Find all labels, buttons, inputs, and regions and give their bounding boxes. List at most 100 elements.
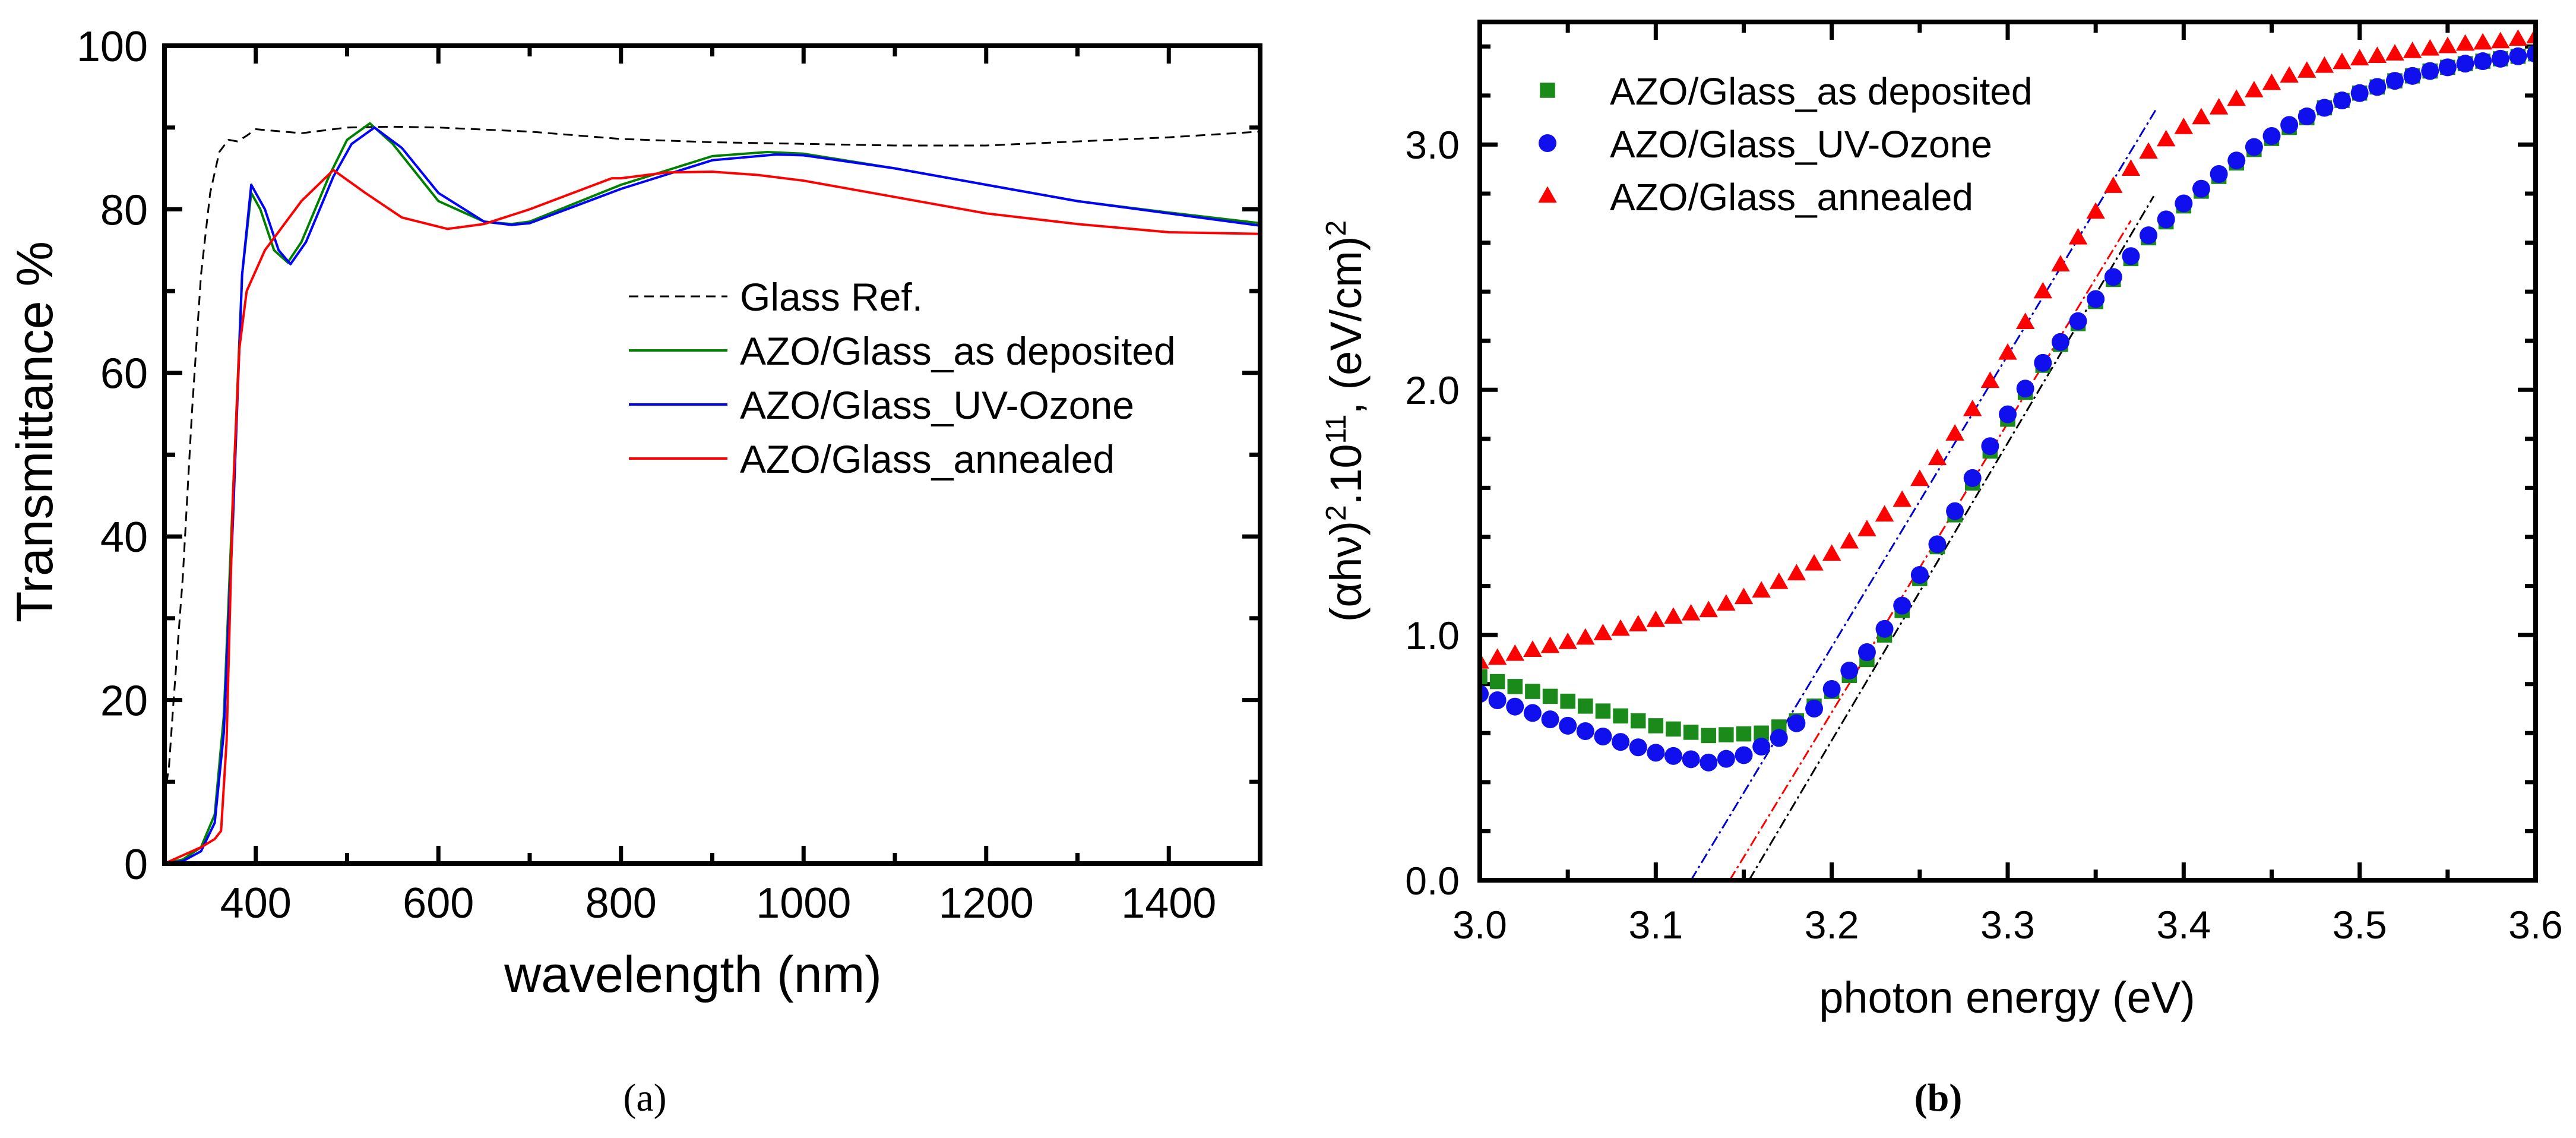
data-point [1787, 564, 1806, 581]
data-point [1980, 371, 2000, 388]
data-point [1770, 572, 1789, 589]
data-point [1559, 716, 1577, 735]
data-point [1875, 619, 1894, 638]
series-group [164, 122, 1260, 864]
y-tick-label: 0 [124, 841, 148, 889]
data-point [2403, 42, 2422, 58]
y-tick-label: 80 [100, 186, 148, 234]
data-point [1578, 698, 1593, 714]
legend-label: Glass Ref. [740, 275, 923, 319]
x-tick-label: 400 [220, 880, 292, 927]
y-tick-label: 40 [100, 514, 148, 561]
data-point [1629, 738, 1647, 757]
data-point [2297, 61, 2316, 78]
data-point [2139, 142, 2158, 159]
data-point [1611, 619, 1630, 636]
data-point [1857, 520, 1876, 536]
data-point [2508, 29, 2528, 46]
data-point [1893, 490, 1912, 507]
data-point [1840, 662, 1859, 680]
y-axis-title-exp3: 2 [1321, 220, 1352, 236]
data-point [1576, 722, 1594, 740]
data-point [2156, 129, 2176, 147]
data-point [1523, 640, 1542, 657]
data-point [2262, 73, 2281, 90]
series-group [1480, 27, 2536, 880]
data-point [1666, 721, 1681, 737]
data-point [1770, 729, 1788, 747]
legend-marker-2 [1538, 186, 1557, 203]
y-axis-title-base: (αhν) [1321, 521, 1371, 622]
data-point [1681, 603, 1701, 621]
y-axis-title: (αhν)2.1011, (eV/cm)2 [1321, 220, 1371, 622]
series-markers-1 [1480, 45, 2536, 772]
data-point [2245, 138, 2263, 156]
data-point [1542, 688, 1558, 704]
data-point [2368, 46, 2387, 64]
data-point [1822, 544, 1841, 561]
data-point [1752, 737, 1771, 755]
data-point [1541, 710, 1559, 729]
y-tick-label: 3.0 [1405, 123, 1460, 167]
data-point [1963, 469, 1982, 487]
series-line-3 [164, 169, 1260, 864]
data-point [1613, 708, 1628, 724]
data-point [1646, 610, 1666, 627]
legend-label: AZO/Glass_UV-Ozone [1610, 123, 1992, 166]
data-point [1507, 679, 1523, 694]
data-point [1682, 750, 1700, 769]
data-point [2474, 52, 2492, 71]
data-point [2192, 179, 2210, 198]
plot-frame [162, 43, 1262, 866]
y-axis-title: Transmittance % [7, 241, 64, 622]
y-tick-label: 100 [77, 23, 148, 71]
data-point [1717, 594, 1736, 611]
data-point [2455, 34, 2475, 51]
data-point [1787, 714, 1806, 732]
data-point [2438, 58, 2457, 77]
data-point [1489, 674, 1505, 690]
caption-a: (a) [623, 1076, 666, 1120]
data-point [1506, 697, 1524, 716]
data-point [2421, 62, 2439, 80]
data-point [2262, 127, 2281, 145]
y-axis-title-unit: , (eV/cm) [1321, 236, 1371, 414]
data-point [2350, 49, 2369, 66]
data-point [2192, 108, 2211, 125]
data-point [1664, 747, 1682, 765]
data-point [1683, 725, 1699, 740]
data-point [1595, 703, 1611, 719]
data-point [2051, 255, 2070, 271]
x-tick-label: 3.0 [1452, 903, 1507, 947]
x-tick-label: 3.1 [1628, 903, 1683, 947]
series-line-0 [164, 125, 1260, 799]
legend-marker-1 [1539, 134, 1556, 152]
data-point [1805, 700, 1824, 717]
data-point [1648, 718, 1664, 734]
data-point [1840, 532, 1859, 549]
data-point [1981, 437, 1999, 456]
data-point [1822, 679, 1841, 698]
x-tick-label: 3.4 [2156, 903, 2211, 947]
x-tick-label: 1000 [756, 880, 851, 927]
x-tick-label: 3.3 [1980, 903, 2035, 947]
data-point [2438, 36, 2457, 53]
data-point [1945, 424, 1964, 441]
fit-line-2 [1748, 195, 2155, 880]
legend-label: AZO/Glass_UV-Ozone [740, 383, 1134, 427]
x-axis-title: photon energy (eV) [1819, 973, 2195, 1022]
y-tick-label: 20 [100, 678, 148, 725]
data-point [1893, 596, 1912, 615]
data-point [1701, 728, 1716, 744]
x-tick-label: 3.6 [2508, 903, 2563, 947]
data-point [1928, 535, 1947, 554]
data-point [2174, 118, 2194, 134]
data-point [1488, 648, 1507, 665]
legend: Glass Ref. AZO/Glass_as deposited AZO/Glas… [629, 275, 1176, 481]
data-point [1612, 733, 1630, 751]
data-point [2016, 380, 2034, 398]
data-point [2175, 194, 2193, 213]
x-tick-label: 3.2 [1805, 903, 1859, 947]
data-point [2350, 84, 2369, 102]
x-tick-label: 3.5 [2333, 903, 2387, 947]
